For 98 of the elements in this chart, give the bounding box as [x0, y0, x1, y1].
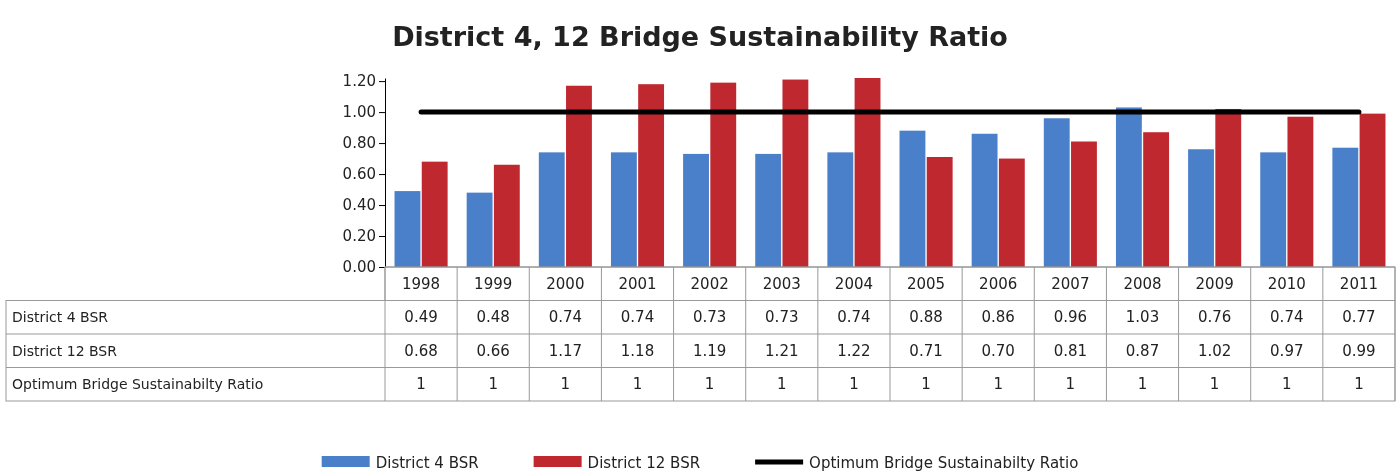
data-label: 1	[1209, 375, 1220, 394]
data-label: 1.19	[692, 341, 727, 360]
x-tick-label: 1999	[474, 274, 513, 293]
data-label: 1	[777, 375, 787, 394]
y-tick-label: 0.00	[342, 258, 376, 277]
data-label: 1	[704, 375, 715, 394]
data-label: 1	[993, 375, 1003, 394]
bar	[538, 152, 565, 267]
x-tick-label: 2001	[618, 274, 657, 293]
x-tick-label: 2010	[1267, 274, 1306, 293]
data-label: 0.77	[1342, 308, 1376, 327]
bar	[710, 82, 737, 267]
x-tick-label: 2011	[1339, 274, 1379, 293]
data-label: 0.70	[981, 341, 1015, 360]
data-label: 1	[1065, 375, 1076, 394]
data-label: 1	[1282, 375, 1292, 394]
text: District 12 BSR	[12, 342, 117, 359]
data-label: 1	[488, 375, 498, 394]
bar	[926, 157, 953, 267]
bar	[1215, 108, 1242, 267]
bar	[1143, 132, 1170, 267]
data-label: 0.74	[837, 308, 871, 327]
data-label: 0.88	[909, 308, 943, 327]
bar	[1287, 116, 1314, 267]
data-label: 0.71	[909, 341, 943, 360]
bar	[466, 192, 493, 267]
y-tick-label: 1.00	[342, 103, 376, 122]
bar	[1359, 113, 1386, 267]
data-label: 0.74	[548, 308, 583, 327]
data-label: 0.96	[1053, 308, 1088, 327]
data-label: 1.03	[1125, 308, 1160, 327]
data-label: 1	[1137, 375, 1148, 394]
bar	[827, 152, 854, 267]
legend-label: Optimum Bridge Sustainabilty Ratio	[809, 454, 1079, 472]
data-label: 1.02	[1197, 341, 1232, 360]
data-label: 0.81	[1053, 341, 1088, 360]
bar	[1071, 141, 1097, 267]
bar	[1115, 107, 1142, 267]
bar	[610, 152, 637, 267]
data-label: 0.99	[1342, 341, 1376, 360]
data-label: 0.97	[1270, 341, 1304, 360]
bar	[394, 191, 421, 267]
bar	[1260, 152, 1287, 267]
data-label: 0.74	[1270, 308, 1304, 327]
x-tick-label: 2008	[1123, 274, 1162, 293]
x-tick-label: 2003	[762, 274, 801, 293]
data-label: 0.48	[476, 308, 510, 327]
data-label: 0.76	[1197, 308, 1232, 327]
data-label: 1	[921, 375, 931, 394]
y-tick-label: 1.20	[342, 72, 376, 91]
legend-label: District 4 BSR	[375, 454, 479, 472]
data-label: 0.87	[1125, 341, 1160, 360]
bar	[998, 158, 1025, 267]
bar	[421, 161, 448, 267]
data-label: 1.22	[837, 341, 871, 360]
x-tick-label: 2009	[1195, 274, 1234, 293]
data-label: 1	[416, 375, 426, 394]
bar	[566, 85, 592, 267]
data-label: 0.49	[404, 308, 438, 327]
bar	[638, 84, 665, 267]
data-label: 1.18	[620, 341, 655, 360]
y-tick-label: 0.80	[342, 134, 376, 153]
legend-label: District 12 BSR	[587, 454, 701, 472]
bar	[782, 79, 809, 267]
x-tick-label: 2006	[979, 274, 1018, 293]
text: Optimum Bridge Sustainabilty Ratio	[12, 376, 264, 393]
x-tick-label: 1998	[401, 274, 441, 293]
data-label: 1	[560, 375, 571, 394]
y-tick-label: 0.60	[342, 165, 376, 184]
data-label: 0.66	[476, 341, 510, 360]
data-label: 0.73	[765, 308, 799, 327]
bar	[1043, 118, 1070, 267]
x-tick-label: 2000	[546, 274, 585, 293]
bar	[755, 153, 782, 267]
bar	[493, 164, 520, 267]
data-label: 1.17	[548, 341, 583, 360]
x-tick-label: 2002	[690, 274, 729, 293]
data-label: 1.21	[765, 341, 799, 360]
bar	[971, 133, 998, 267]
text: District 4 BSR	[12, 309, 109, 326]
data-label: 0.73	[692, 308, 727, 327]
chart-title: District 4, 12 Bridge Sustainability Ratio	[392, 21, 1008, 52]
data-label: 0.74	[620, 308, 655, 327]
data-label: 0.68	[404, 341, 438, 360]
x-tick-label: 2007	[1051, 274, 1090, 293]
x-tick-label: 2004	[834, 274, 874, 293]
bar	[899, 130, 926, 267]
data-label: 0.86	[981, 308, 1015, 327]
y-tick-label: 0.40	[342, 196, 376, 215]
bar	[683, 153, 709, 267]
data-label: 1	[1354, 375, 1364, 394]
bar	[1188, 149, 1214, 267]
bar	[1332, 147, 1359, 267]
data-label: 1	[849, 375, 859, 394]
x-tick-label: 2005	[906, 274, 946, 293]
y-tick-label: 0.20	[342, 227, 376, 246]
data-label: 1	[632, 375, 643, 394]
bar	[854, 78, 881, 267]
